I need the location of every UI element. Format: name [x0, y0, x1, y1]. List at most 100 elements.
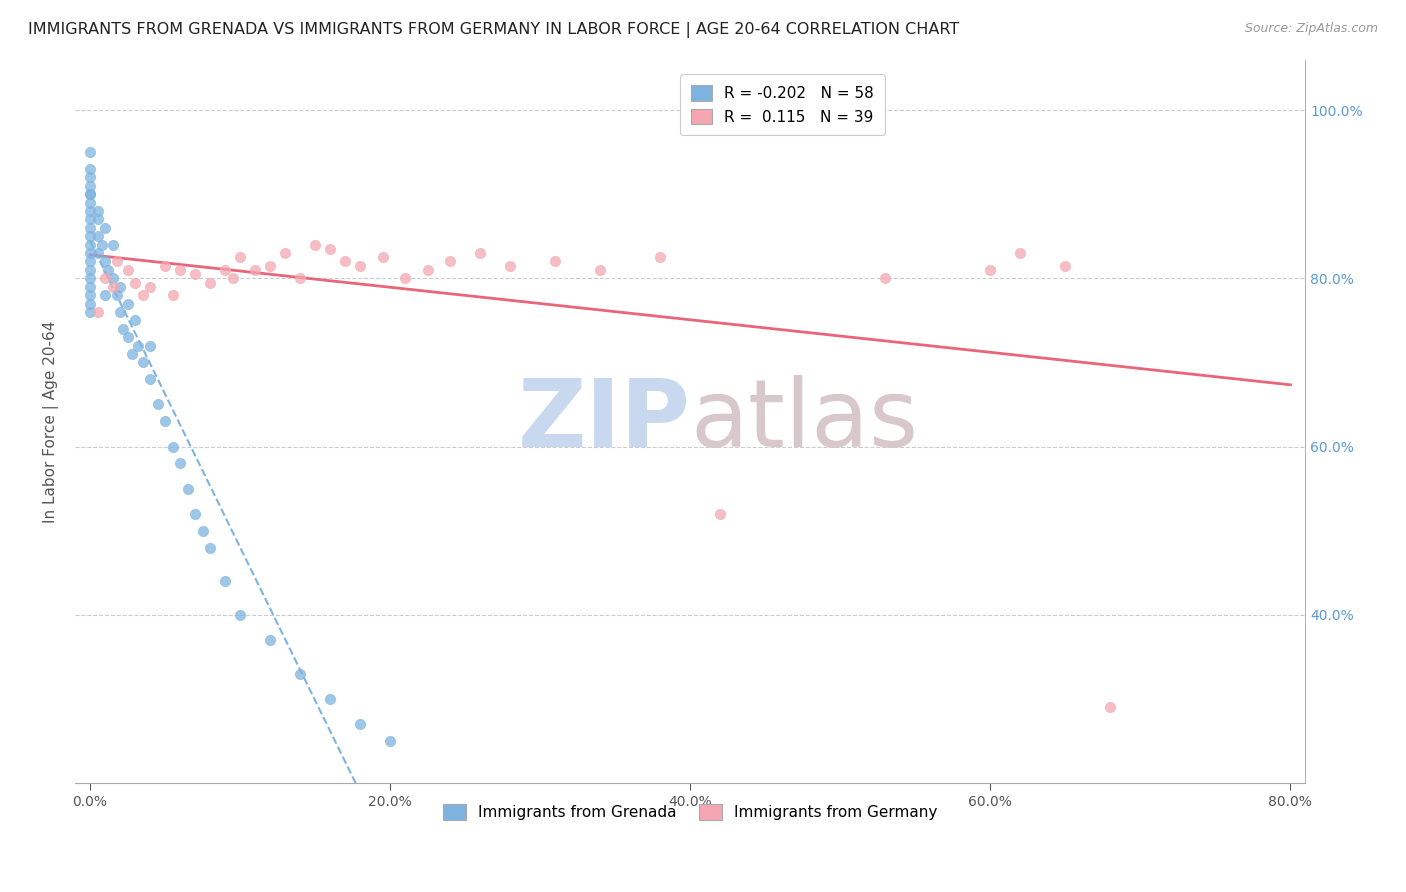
- Point: [79, 187, 101, 202]
- Point: [79, 237, 101, 252]
- Legend: Immigrants from Grenada, Immigrants from Germany: Immigrants from Grenada, Immigrants from…: [437, 797, 943, 826]
- Point: [153, 259, 176, 273]
- Point: [470, 246, 492, 260]
- Point: [333, 254, 356, 268]
- Point: [79, 204, 101, 219]
- Point: [169, 456, 191, 470]
- Point: [94, 271, 117, 285]
- Point: [79, 263, 101, 277]
- Point: [79, 145, 101, 160]
- Point: [259, 259, 281, 273]
- Point: [214, 574, 236, 589]
- Point: [94, 254, 117, 268]
- Point: [86, 212, 108, 227]
- Point: [127, 338, 149, 352]
- Point: [79, 229, 101, 244]
- Point: [1010, 246, 1032, 260]
- Point: [589, 263, 612, 277]
- Point: [94, 288, 117, 302]
- Point: [162, 288, 184, 302]
- Point: [124, 276, 146, 290]
- Point: [198, 276, 221, 290]
- Text: atlas: atlas: [690, 376, 918, 467]
- Point: [1099, 700, 1122, 714]
- Point: [139, 372, 162, 386]
- Text: ZIP: ZIP: [517, 376, 690, 467]
- Point: [139, 279, 162, 293]
- Point: [274, 246, 297, 260]
- Point: [153, 414, 176, 428]
- Point: [380, 734, 402, 748]
- Point: [184, 507, 207, 521]
- Point: [162, 440, 184, 454]
- Point: [86, 229, 108, 244]
- Point: [79, 271, 101, 285]
- Point: [499, 259, 522, 273]
- Point: [371, 250, 394, 264]
- Point: [124, 313, 146, 327]
- Point: [229, 250, 252, 264]
- Point: [121, 347, 143, 361]
- Point: [184, 267, 207, 281]
- Point: [131, 355, 153, 369]
- Point: [394, 271, 416, 285]
- Point: [439, 254, 461, 268]
- Point: [221, 271, 243, 285]
- Point: [105, 288, 128, 302]
- Point: [117, 296, 139, 310]
- Point: [349, 717, 371, 731]
- Point: [94, 220, 117, 235]
- Point: [79, 254, 101, 268]
- Point: [117, 263, 139, 277]
- Point: [214, 263, 236, 277]
- Point: [91, 237, 114, 252]
- Point: [259, 633, 281, 648]
- Point: [131, 288, 153, 302]
- Point: [86, 204, 108, 219]
- Point: [544, 254, 567, 268]
- Point: [105, 254, 128, 268]
- Point: [319, 242, 342, 256]
- Point: [191, 524, 214, 538]
- Point: [79, 161, 101, 176]
- Point: [79, 296, 101, 310]
- Point: [319, 692, 342, 706]
- Point: [146, 397, 169, 411]
- Point: [108, 305, 131, 319]
- Point: [79, 279, 101, 293]
- Point: [101, 279, 124, 293]
- Point: [169, 263, 191, 277]
- Point: [108, 279, 131, 293]
- Point: [875, 271, 897, 285]
- Point: [79, 220, 101, 235]
- Y-axis label: In Labor Force | Age 20-64: In Labor Force | Age 20-64: [44, 320, 59, 523]
- Text: IMMIGRANTS FROM GRENADA VS IMMIGRANTS FROM GERMANY IN LABOR FORCE | AGE 20-64 CO: IMMIGRANTS FROM GRENADA VS IMMIGRANTS FR…: [28, 22, 959, 38]
- Point: [97, 263, 120, 277]
- Point: [979, 263, 1001, 277]
- Point: [709, 507, 731, 521]
- Point: [79, 246, 101, 260]
- Point: [176, 482, 198, 496]
- Point: [112, 322, 135, 336]
- Point: [79, 305, 101, 319]
- Point: [101, 237, 124, 252]
- Point: [79, 178, 101, 193]
- Point: [86, 246, 108, 260]
- Point: [79, 187, 101, 202]
- Point: [79, 170, 101, 185]
- Point: [139, 338, 162, 352]
- Point: [79, 288, 101, 302]
- Point: [229, 607, 252, 622]
- Point: [304, 237, 326, 252]
- Point: [79, 212, 101, 227]
- Point: [117, 330, 139, 344]
- Point: [416, 263, 439, 277]
- Point: [650, 250, 672, 264]
- Point: [1054, 259, 1077, 273]
- Point: [198, 541, 221, 555]
- Point: [86, 305, 108, 319]
- Point: [349, 259, 371, 273]
- Point: [288, 666, 311, 681]
- Point: [243, 263, 266, 277]
- Text: Source: ZipAtlas.com: Source: ZipAtlas.com: [1244, 22, 1378, 36]
